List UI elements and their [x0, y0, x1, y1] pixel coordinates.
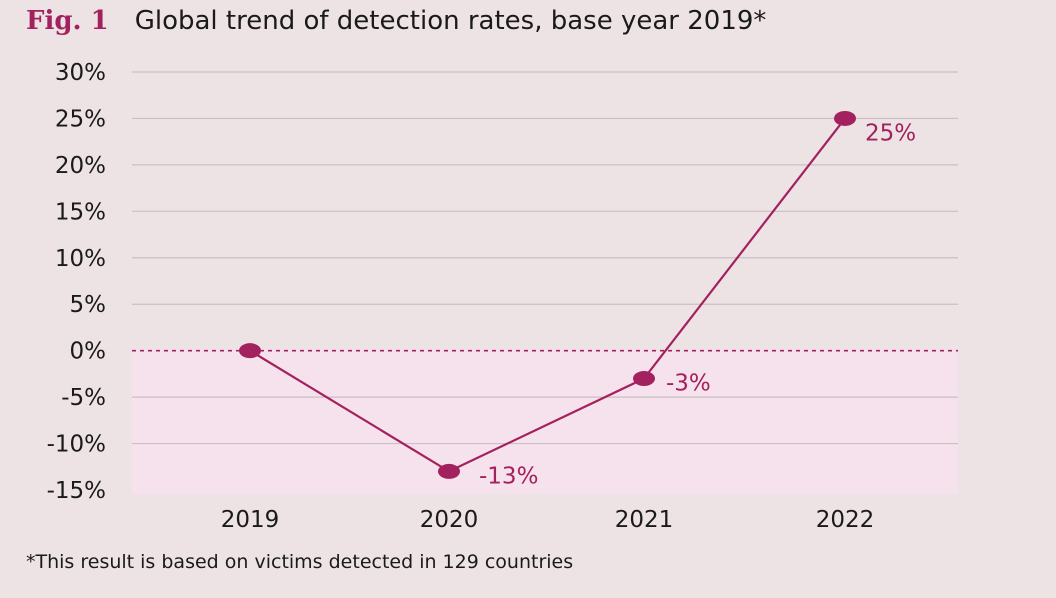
- series-line: [249, 117, 846, 473]
- y-tick-label: 5%: [70, 292, 107, 318]
- x-tick-label: 2019: [221, 507, 280, 533]
- data-point: [438, 463, 460, 479]
- figure-header: Fig. 1 Global trend of detection rates, …: [26, 6, 766, 36]
- y-tick-label: 15%: [55, 199, 106, 225]
- x-tick-label: 2020: [420, 507, 479, 533]
- data-label: -13%: [479, 463, 538, 489]
- x-tick-label: 2021: [615, 507, 674, 533]
- y-tick-label: 25%: [55, 106, 106, 132]
- negative-region-band: [132, 350, 958, 494]
- chart-title: Global trend of detection rates, base ye…: [134, 6, 767, 36]
- data-label: 25%: [865, 120, 916, 146]
- footnote: *This result is based on victims detecte…: [26, 551, 574, 573]
- data-point: [239, 343, 261, 359]
- y-tick-label: 0%: [70, 339, 107, 365]
- line-chart: 30% 25% 20% 15% 10% 5% 0% -5% -10% -15% 2019 2020 20…: [47, 60, 958, 533]
- y-tick-label: 30%: [55, 60, 106, 86]
- data-point: [834, 110, 856, 126]
- y-tick-label: -10%: [47, 432, 106, 458]
- data-point: [633, 371, 655, 387]
- y-tick-label: 20%: [55, 153, 106, 179]
- y-tick-label: -15%: [47, 478, 106, 504]
- y-tick-label: 10%: [55, 246, 106, 272]
- y-tick-label: -5%: [61, 385, 106, 411]
- figure-label: Fig. 1: [26, 6, 109, 36]
- data-label: -3%: [666, 371, 711, 397]
- x-tick-label: 2022: [816, 507, 875, 533]
